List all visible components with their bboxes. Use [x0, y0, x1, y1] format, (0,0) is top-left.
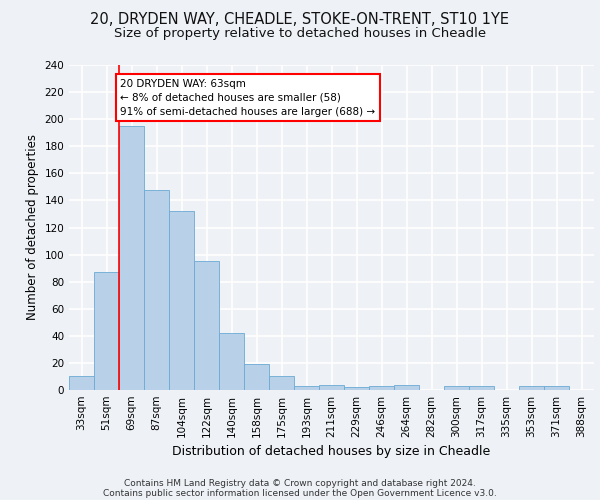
- Bar: [344, 388, 369, 390]
- Text: Contains public sector information licensed under the Open Government Licence v3: Contains public sector information licen…: [103, 488, 497, 498]
- Y-axis label: Number of detached properties: Number of detached properties: [26, 134, 39, 320]
- Bar: [444, 386, 469, 390]
- Bar: [194, 262, 219, 390]
- Bar: [519, 386, 544, 390]
- Bar: [144, 190, 169, 390]
- Text: Size of property relative to detached houses in Cheadle: Size of property relative to detached ho…: [114, 28, 486, 40]
- Text: Contains HM Land Registry data © Crown copyright and database right 2024.: Contains HM Land Registry data © Crown c…: [124, 478, 476, 488]
- Bar: [269, 376, 294, 390]
- Bar: [244, 364, 269, 390]
- Bar: [294, 386, 319, 390]
- Bar: [219, 333, 244, 390]
- Bar: [119, 126, 144, 390]
- Bar: [469, 386, 494, 390]
- Bar: [544, 386, 569, 390]
- Bar: [169, 211, 194, 390]
- Bar: [369, 386, 394, 390]
- Text: 20, DRYDEN WAY, CHEADLE, STOKE-ON-TRENT, ST10 1YE: 20, DRYDEN WAY, CHEADLE, STOKE-ON-TRENT,…: [91, 12, 509, 28]
- Text: 20 DRYDEN WAY: 63sqm
← 8% of detached houses are smaller (58)
91% of semi-detach: 20 DRYDEN WAY: 63sqm ← 8% of detached ho…: [120, 78, 376, 116]
- Bar: [394, 384, 419, 390]
- Bar: [319, 384, 344, 390]
- Bar: [94, 272, 119, 390]
- Bar: [69, 376, 94, 390]
- X-axis label: Distribution of detached houses by size in Cheadle: Distribution of detached houses by size …: [172, 446, 491, 458]
